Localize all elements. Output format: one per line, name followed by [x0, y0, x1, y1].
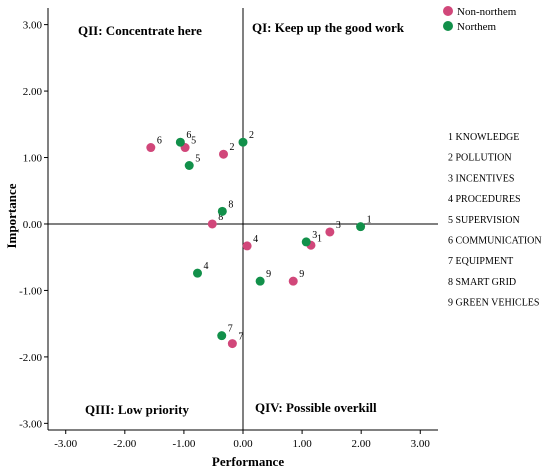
northem-point-8	[217, 206, 227, 216]
key-item: 2 POLLUTION	[448, 153, 512, 164]
x-axis-title: Performance	[212, 454, 284, 469]
quadrant-label-q3: QIII: Low priority	[85, 402, 190, 417]
point-label: 5	[195, 154, 200, 165]
point-label: 8	[218, 212, 223, 223]
key-item: 7 EQUIPMENT	[448, 256, 513, 267]
legend-marker	[443, 21, 453, 31]
quadrant-label-q1: QI: Keep up the good work	[252, 20, 405, 35]
y-tick-label: -1.00	[19, 285, 42, 297]
y-tick-label: -3.00	[19, 418, 42, 430]
key-item: 1 KNOWLEDGE	[448, 132, 519, 143]
key-item: 6 COMMUNICATION	[448, 236, 542, 247]
quadrant-label-q2: QII: Concentrate here	[78, 23, 202, 38]
plot-axes	[47, 8, 438, 431]
y-tick-label: -2.00	[19, 352, 42, 364]
y-tick-label: 2.00	[23, 86, 43, 98]
non-northem-point-9	[288, 276, 298, 286]
y-tick-label: 0.00	[23, 219, 43, 231]
key-item: 8 SMART GRID	[448, 277, 516, 288]
point-label: 2	[230, 142, 235, 153]
point-label: 7	[228, 324, 233, 335]
northem-point-4	[193, 268, 202, 278]
y-tick-label: 3.00	[23, 20, 43, 32]
key-item: 3 INCENTIVES	[448, 173, 514, 184]
point-label: 3	[312, 230, 317, 241]
point-label: 8	[228, 199, 233, 210]
quadrant-label-q4: QIV: Possible overkill	[255, 400, 377, 415]
x-tick-label: -2.00	[113, 438, 136, 450]
y-tick-label: 1.00	[23, 153, 43, 165]
axis-titles: Performance Importance	[4, 183, 284, 469]
legend-label: Non-northem	[457, 6, 517, 18]
point-label: 4	[204, 261, 209, 272]
x-tick-label: 3.00	[411, 438, 431, 450]
y-axis-title: Importance	[4, 183, 19, 248]
point-label: 1	[367, 215, 372, 226]
quadrant-labels: QII: Concentrate here QI: Keep up the go…	[78, 20, 405, 417]
legend-label: Northem	[457, 21, 497, 33]
point-label: 9	[299, 269, 304, 280]
point-label: 1	[317, 233, 322, 244]
non-northem-point-4	[242, 241, 252, 251]
northem-point-5	[184, 161, 194, 171]
legend-marker	[443, 6, 453, 16]
key-item: 9 GREEN VEHICLES	[448, 298, 539, 309]
x-tick-label: -1.00	[172, 438, 195, 450]
point-label: 9	[266, 269, 271, 280]
variable-key: 1 KNOWLEDGE 2 POLLUTION 3 INCENTIVES 4 PROC…	[448, 132, 542, 309]
non-northem-point-7	[227, 339, 237, 349]
northem-point-1	[356, 222, 366, 232]
x-tick-label: 1.00	[292, 438, 312, 450]
key-item: 4 PROCEDURES	[448, 194, 521, 205]
non-northem-point-6	[146, 143, 156, 153]
x-tick-label: 0.00	[233, 438, 253, 450]
non-northem-point-3	[325, 227, 335, 237]
non-northem-point-2	[219, 149, 228, 159]
x-tick-label: -3.00	[54, 438, 77, 450]
key-item: 5 SUPERVISION	[448, 215, 520, 226]
point-label: 4	[253, 234, 258, 245]
northem-point-2	[238, 137, 248, 147]
point-label: 3	[336, 220, 341, 231]
point-label: 2	[249, 130, 254, 141]
point-label: 7	[238, 332, 243, 343]
point-label: 5	[191, 136, 196, 147]
tick-labels: 3.00 2.00 1.00 0.00 -1.00 -2.00 -3.00 -3.00 -2.0…	[19, 20, 430, 450]
northem-point-3	[301, 237, 311, 247]
legend: Non-northem Northem	[443, 6, 517, 33]
non-northem-point-8	[207, 219, 217, 229]
northem-point-9	[255, 276, 265, 286]
northem-point-7	[217, 331, 227, 341]
northem-point-6	[175, 137, 185, 147]
point-label: 6	[186, 130, 191, 141]
x-tick-label: 2.00	[352, 438, 372, 450]
point-label: 6	[157, 136, 162, 147]
